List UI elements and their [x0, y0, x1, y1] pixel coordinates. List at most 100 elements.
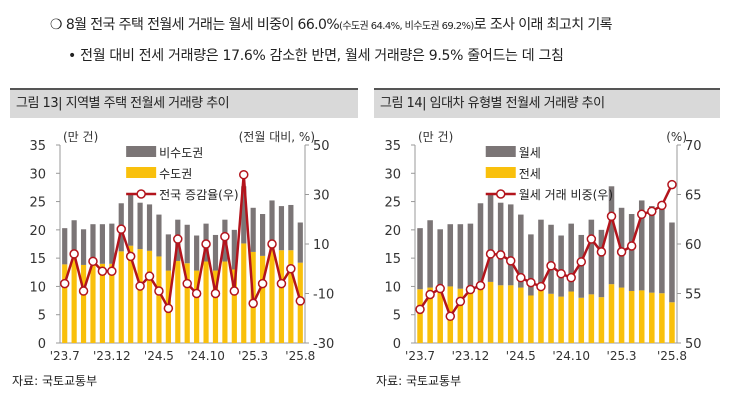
line-point	[425, 289, 435, 300]
y-tick-label: 15	[384, 252, 401, 267]
y-tick-label: 25	[384, 196, 401, 211]
bar-전세	[457, 288, 464, 343]
bar-전세	[477, 285, 484, 343]
line-point	[276, 278, 287, 289]
y-axis-label: (만 건)	[418, 130, 453, 144]
bar-전세	[518, 287, 524, 343]
y-tick-label: 20	[384, 224, 401, 239]
bar-수도권	[278, 250, 285, 343]
legend-swatch	[485, 167, 516, 178]
bar-월세	[507, 204, 514, 286]
bar-비수도권	[90, 224, 96, 259]
circle-bullet-icon: ❍	[50, 17, 66, 33]
line-point	[445, 311, 456, 322]
line-point	[88, 256, 98, 267]
bar-전세	[538, 288, 544, 343]
bar-월세	[467, 223, 474, 289]
line-point	[616, 247, 627, 257]
bar-수도권	[80, 264, 87, 343]
legend-swatch	[126, 146, 157, 157]
bar-전세	[467, 288, 474, 343]
bar-전세	[669, 302, 675, 343]
figure-13-title: 그림 13| 지역별 주택 전월세 거래량 추이	[10, 88, 358, 118]
bar-월세	[487, 194, 494, 282]
bar-월세	[558, 235, 564, 297]
line-point	[576, 257, 587, 267]
y2-tick-label: 70	[685, 139, 702, 154]
line-point	[210, 288, 221, 299]
bar-월세	[638, 200, 645, 291]
bar-전세	[437, 289, 443, 343]
y-tick-label: 10	[384, 280, 401, 295]
line-point	[248, 298, 258, 309]
x-tick-label: '24.5	[506, 349, 536, 363]
bar-전세	[608, 284, 615, 343]
bar-비수도권	[212, 234, 219, 271]
bar-수도권	[128, 245, 134, 343]
line-point	[239, 169, 249, 180]
bar-월세	[447, 224, 454, 287]
y2-tick-label: 30	[313, 189, 330, 204]
bar-비수도권	[269, 200, 275, 244]
bar-수도권	[288, 250, 294, 343]
legend-label: 비수도권	[159, 146, 203, 160]
legend-label: 수도권	[159, 167, 192, 181]
bar-수도권	[269, 244, 275, 343]
bar-비수도권	[109, 223, 115, 264]
bar-비수도권	[241, 186, 247, 244]
line-point	[154, 286, 164, 296]
bar-월세	[497, 202, 504, 286]
bar-전세	[618, 287, 625, 343]
summary-bullet-2: • 전월 대비 전세 거래량은 17.6% 감소한 반면, 월세 거래량은 9.…	[68, 48, 564, 64]
bar-비수도권	[146, 204, 153, 251]
line-point	[173, 234, 183, 244]
bar-월세	[608, 186, 615, 285]
line-point	[144, 271, 155, 281]
bar-월세	[588, 219, 595, 295]
bar-월세	[437, 229, 443, 290]
bar-수도권	[146, 250, 153, 343]
line-point	[191, 288, 202, 299]
y-tick-label: 15	[29, 252, 46, 267]
y-tick-label: 5	[38, 309, 46, 324]
bar-비수도권	[80, 229, 87, 265]
line-point	[586, 234, 597, 244]
bar-수도권	[203, 261, 209, 343]
y2-axis-label: (전월 대비, %)	[239, 130, 315, 144]
line-point	[267, 239, 277, 249]
x-tick-label: '25.3	[607, 349, 637, 363]
line-point	[286, 264, 296, 274]
bar-월세	[659, 204, 665, 294]
line-point	[505, 256, 516, 266]
bar-월세	[518, 214, 524, 288]
line-point	[69, 249, 79, 259]
bar-비수도권	[297, 222, 303, 263]
bar-수도권	[90, 258, 96, 343]
bar-비수도권	[71, 220, 77, 254]
x-tick-label: '23.7	[405, 349, 435, 363]
bar-전세	[427, 287, 433, 343]
bar-수도권	[241, 243, 247, 343]
bar-월세	[568, 223, 574, 292]
y2-tick-label: 50	[313, 139, 330, 154]
legend-label: 월세 거래 비중(우)	[519, 188, 613, 202]
bar-월세	[598, 229, 605, 298]
bar-전세	[497, 285, 504, 343]
bar-비수도권	[128, 194, 134, 246]
y2-tick-label: 50	[685, 337, 702, 352]
line-point	[59, 278, 70, 289]
line-point	[536, 281, 546, 292]
y-tick-label: 35	[29, 139, 46, 154]
line-point	[626, 241, 637, 251]
y2-tick-label: -30	[313, 337, 334, 352]
bar-월세	[548, 224, 554, 294]
bar-수도권	[71, 253, 77, 343]
x-tick-label: '25.3	[238, 349, 268, 363]
bar-수도권	[175, 260, 181, 343]
legend-label: 월세	[519, 146, 541, 160]
y-tick-label: 0	[393, 337, 401, 352]
bar-수도권	[212, 270, 219, 343]
bar-전세	[548, 293, 554, 343]
